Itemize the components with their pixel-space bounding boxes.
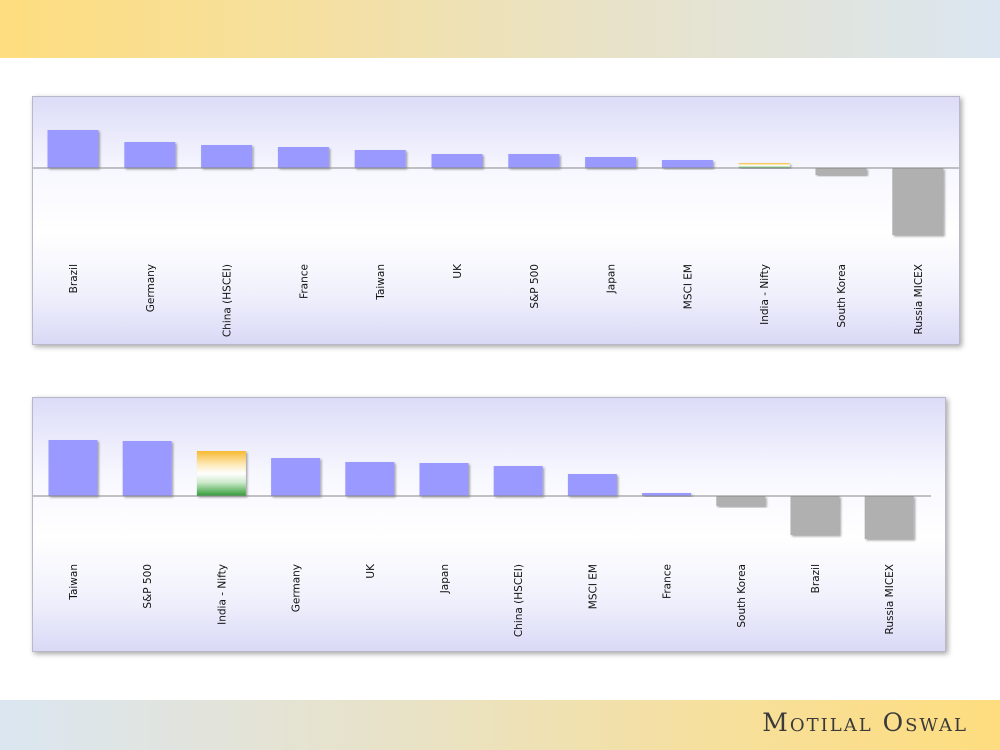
chart-2-bar-france xyxy=(642,493,692,496)
chart-2-bar-japan xyxy=(419,463,469,496)
chart-1-bar-brazil xyxy=(47,130,99,168)
chart-1-bar-germany xyxy=(124,142,176,168)
chart-1-label-russia-micex: Russia MICEX xyxy=(913,264,925,334)
header-band xyxy=(0,0,1000,58)
chart-2-label-germany: Germany xyxy=(291,564,303,612)
chart-2-label-china-hscei: China (HSCEI) xyxy=(513,564,525,637)
chart-1-bar-china-hscei xyxy=(201,145,253,168)
bar-chart-2: Taiwan S&P 500 India - Nifty Germany UK Japan… xyxy=(33,440,931,637)
chart-2-bar-taiwan xyxy=(48,440,98,496)
bar-chart-1: Brazil Germany China (HSCEI) France Taiwan UK… xyxy=(33,130,959,337)
chart-1-bar-south-korea xyxy=(815,168,867,175)
chart-1-label-south-korea: South Korea xyxy=(836,264,848,328)
chart-1-label-japan: Japan xyxy=(606,264,618,294)
chart-1-bar-france xyxy=(277,147,329,168)
chart-2-label-taiwan: Taiwan xyxy=(68,564,80,601)
chart-2-label-s-p-500: S&P 500 xyxy=(142,564,154,609)
chart-1-label-brazil: Brazil xyxy=(68,264,80,293)
footer-band xyxy=(0,700,1000,750)
brand-logo: Motilal Oswal xyxy=(762,708,968,737)
chart-2-bar-south-korea xyxy=(716,496,766,506)
chart-1-label-uk: UK xyxy=(452,263,464,279)
chart-2-label-russia-micex: Russia MICEX xyxy=(884,564,896,634)
chart-panel-2: Taiwan S&P 500 India - Nifty Germany UK Japan… xyxy=(32,397,946,652)
chart-1-bar-japan xyxy=(585,157,637,168)
chart-1-bar-taiwan xyxy=(354,150,406,168)
chart-2-bar-germany xyxy=(271,458,321,496)
chart-2-label-south-korea: South Korea xyxy=(736,564,748,628)
chart-1-label-india-nifty: India - Nifty xyxy=(759,264,771,325)
chart-2-bar-msci-em xyxy=(567,474,617,496)
chart-1-label-france: France xyxy=(298,264,310,299)
chart-1-label-taiwan: Taiwan xyxy=(375,264,387,301)
chart-1-label-germany: Germany xyxy=(145,264,157,312)
chart-2-bar-russia-micex xyxy=(864,496,914,539)
chart-2-label-msci-em: MSCI EM xyxy=(587,564,599,609)
chart-1-bar-uk xyxy=(431,154,483,168)
chart-2-label-japan: Japan xyxy=(439,564,451,594)
chart-2-bar-s-p-500 xyxy=(122,441,172,496)
chart-1-label-msci-em: MSCI EM xyxy=(682,264,694,309)
chart-2-bar-china-hscei xyxy=(493,466,543,496)
chart-2-label-brazil: Brazil xyxy=(810,564,822,593)
chart-2-bar-brazil xyxy=(790,496,840,535)
chart-2-bar-india-nifty xyxy=(196,451,246,496)
chart-1-bar-russia-micex xyxy=(892,168,944,235)
chart-1-bar-india-nifty xyxy=(738,163,790,168)
chart-2-label-uk: UK xyxy=(365,563,377,579)
chart-panel-1: Brazil Germany China (HSCEI) France Taiwan UK… xyxy=(32,96,960,345)
chart-2-label-india-nifty: India - Nifty xyxy=(216,564,228,625)
chart-2-label-france: France xyxy=(662,564,674,599)
chart-1-label-s-p-500: S&P 500 xyxy=(529,264,541,309)
chart-1-bar-msci-em xyxy=(661,160,713,168)
chart-1-label-china-hscei: China (HSCEI) xyxy=(222,264,234,337)
chart-1-bar-s-p-500 xyxy=(508,154,560,168)
chart-2-bar-uk xyxy=(345,462,395,496)
